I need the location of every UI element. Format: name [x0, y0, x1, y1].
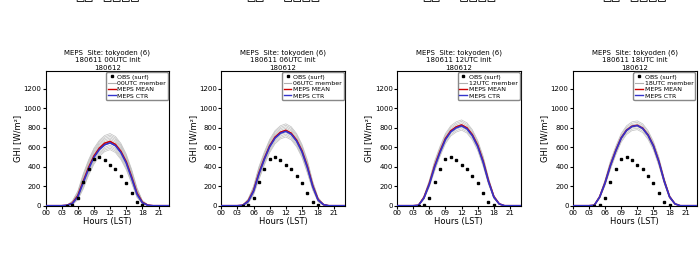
X-axis label: Hours (LST): Hours (LST) — [610, 217, 659, 226]
Text: 前日21時初期値: 前日21時初期値 — [422, 0, 496, 1]
Legend: OBS (surf), 12UTC member, MEPS MEAN, MEPS CTR: OBS (surf), 12UTC member, MEPS MEAN, MEP… — [458, 72, 519, 100]
Legend: OBS (surf), 18UTC member, MEPS MEAN, MEPS CTR: OBS (surf), 18UTC member, MEPS MEAN, MEP… — [634, 72, 695, 100]
Text: 前日15時初期値: 前日15時初期値 — [246, 0, 320, 1]
Title: MEPS  Site: tokyoden (6)
180611 06UTC init
180612: MEPS Site: tokyoden (6) 180611 06UTC ini… — [240, 49, 326, 71]
Title: MEPS  Site: tokyoden (6)
180611 12UTC init
180612: MEPS Site: tokyoden (6) 180611 12UTC ini… — [416, 49, 502, 71]
Title: MEPS  Site: tokyoden (6)
180611 18UTC init
180612: MEPS Site: tokyoden (6) 180611 18UTC ini… — [592, 49, 678, 71]
Y-axis label: GHI [W/m²]: GHI [W/m²] — [189, 115, 197, 162]
Title: MEPS  Site: tokyoden (6)
180611 00UTC init
180612: MEPS Site: tokyoden (6) 180611 00UTC ini… — [64, 49, 150, 71]
Text: 当日6時初期値: 当日6時初期値 — [603, 0, 667, 1]
X-axis label: Hours (LST): Hours (LST) — [259, 217, 307, 226]
Text: 前日9時初期値: 前日9時初期値 — [75, 0, 139, 1]
Y-axis label: GHI [W/m²]: GHI [W/m²] — [365, 115, 373, 162]
Y-axis label: GHI [W/m²]: GHI [W/m²] — [540, 115, 550, 162]
X-axis label: Hours (LST): Hours (LST) — [435, 217, 483, 226]
X-axis label: Hours (LST): Hours (LST) — [83, 217, 132, 226]
Legend: OBS (surf), 06UTC member, MEPS MEAN, MEPS CTR: OBS (surf), 06UTC member, MEPS MEAN, MEP… — [282, 72, 344, 100]
Y-axis label: GHI [W/m²]: GHI [W/m²] — [13, 115, 22, 162]
Legend: OBS (surf), 00UTC member, MEPS MEAN, MEPS CTR: OBS (surf), 00UTC member, MEPS MEAN, MEP… — [106, 72, 168, 100]
